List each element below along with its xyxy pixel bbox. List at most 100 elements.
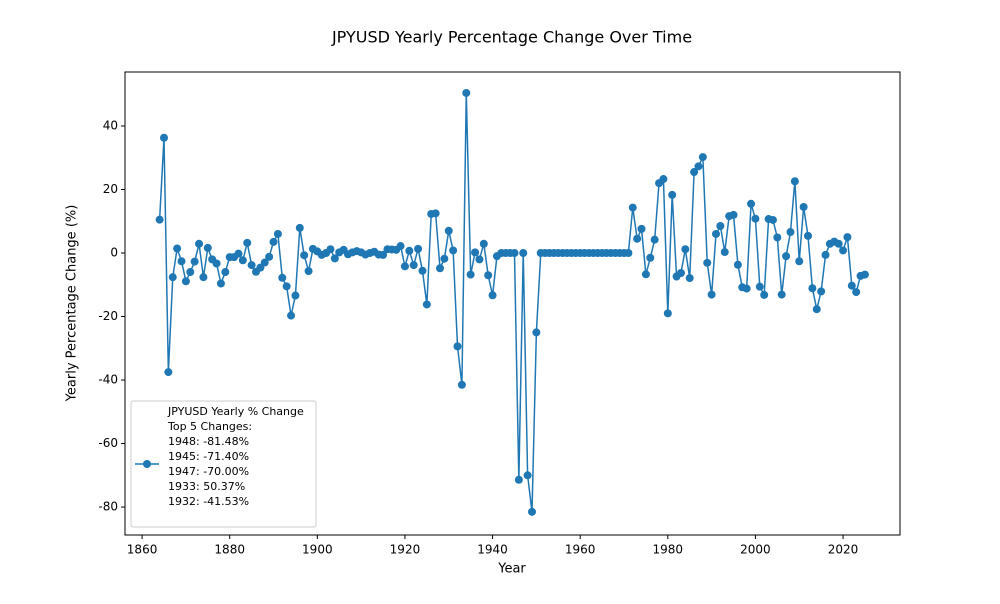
data-point — [786, 228, 795, 237]
legend-box — [130, 400, 317, 528]
data-point — [435, 264, 444, 273]
chart-title: JPYUSD Yearly Percentage Change Over Tim… — [331, 28, 692, 47]
data-point — [444, 226, 453, 235]
x-axis-label: Year — [497, 562, 526, 577]
legend-marker — [143, 460, 151, 468]
y-tick-label: -40 — [98, 373, 118, 387]
data-point — [238, 256, 247, 265]
data-point — [304, 267, 313, 276]
data-point — [431, 209, 440, 218]
y-tick-label: -20 — [98, 309, 118, 323]
data-point — [466, 270, 475, 279]
data-point — [839, 246, 848, 255]
data-point — [527, 507, 536, 516]
data-point — [418, 266, 427, 275]
data-point — [199, 273, 208, 282]
data-point — [817, 287, 826, 296]
data-point — [646, 253, 655, 262]
y-tick-label: -60 — [98, 436, 118, 450]
data-point — [422, 300, 431, 309]
data-point — [628, 203, 637, 212]
data-point — [711, 229, 720, 238]
data-point — [795, 257, 804, 266]
data-point — [291, 291, 300, 300]
x-tick-label: 1960 — [565, 543, 596, 557]
data-point — [510, 249, 519, 258]
data-point — [471, 248, 480, 257]
data-point — [453, 342, 462, 351]
data-point — [216, 279, 225, 288]
data-point — [690, 168, 699, 177]
legend-note: 1948: -81.48% — [168, 435, 249, 448]
data-point — [707, 290, 716, 299]
data-point — [173, 244, 182, 253]
data-point — [177, 257, 186, 266]
data-point — [462, 88, 471, 97]
data-point — [475, 255, 484, 264]
data-point — [164, 368, 173, 377]
data-point — [330, 254, 339, 263]
data-point — [694, 162, 703, 171]
data-point — [278, 273, 287, 282]
data-point — [195, 239, 204, 248]
data-point — [729, 210, 738, 219]
data-point — [681, 245, 690, 254]
data-point — [834, 239, 843, 248]
data-point — [532, 328, 541, 337]
y-tick-label: 0 — [110, 246, 118, 260]
data-point — [716, 222, 725, 231]
data-point — [519, 249, 528, 258]
data-point — [243, 238, 252, 247]
data-point — [523, 471, 532, 480]
x-tick-label: 1940 — [477, 543, 508, 557]
data-point — [479, 239, 488, 248]
data-point — [181, 277, 190, 286]
data-point — [641, 270, 650, 279]
legend-note: Top 5 Changes: — [167, 420, 252, 433]
data-point — [777, 290, 786, 299]
legend-note: 1945: -71.40% — [168, 450, 249, 463]
data-point — [488, 291, 497, 300]
x-tick-label: 1920 — [390, 543, 421, 557]
data-point — [282, 282, 291, 291]
data-point — [659, 175, 668, 184]
data-point — [821, 250, 830, 259]
data-point — [247, 261, 256, 270]
data-point — [773, 233, 782, 242]
data-point — [698, 153, 707, 162]
data-point — [747, 199, 756, 208]
data-point — [790, 177, 799, 186]
data-point — [300, 251, 309, 260]
x-tick-label: 1900 — [302, 543, 333, 557]
data-point — [287, 311, 296, 320]
legend-note: 1947: -70.00% — [168, 465, 249, 478]
data-point — [685, 274, 694, 283]
data-point — [414, 244, 423, 253]
y-tick-label: 40 — [103, 118, 118, 132]
data-point — [703, 258, 712, 267]
data-point — [676, 269, 685, 278]
data-point — [484, 271, 493, 280]
data-point — [799, 202, 808, 211]
data-point — [295, 223, 304, 232]
data-point — [847, 281, 856, 290]
legend-note: 1932: -41.53% — [168, 495, 249, 508]
data-point — [234, 249, 243, 258]
data-point — [186, 268, 195, 277]
data-point — [650, 235, 659, 244]
data-point — [168, 273, 177, 282]
data-point — [379, 250, 388, 259]
data-point — [751, 214, 760, 223]
data-point — [190, 257, 199, 266]
plot-frame — [124, 71, 901, 536]
data-point — [396, 242, 405, 251]
data-point — [326, 245, 335, 254]
data-point — [843, 233, 852, 242]
data-point — [755, 282, 764, 291]
data-point — [405, 246, 414, 255]
data-point — [808, 284, 817, 293]
x-tick-label: 2000 — [740, 543, 771, 557]
data-point — [768, 215, 777, 224]
data-point — [440, 254, 449, 263]
data-point — [449, 246, 458, 255]
